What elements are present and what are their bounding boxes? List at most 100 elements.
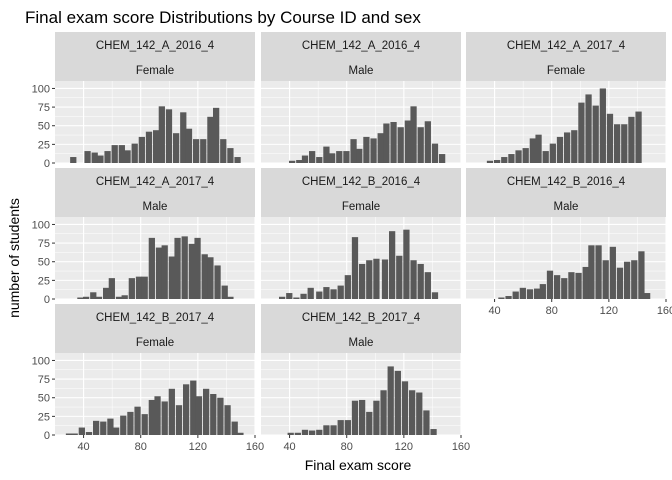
histogram-bar: CHEM_142_A_2016_4 Female: 43 → 16	[84, 151, 91, 163]
histogram-bar: CHEM_142_B_2016_4 Male: 65 → 13	[526, 289, 534, 299]
facet-course-label: CHEM_142_A_2017_4	[96, 176, 215, 188]
histogram-bar: CHEM_142_A_2016_4 Male: 123 → 57	[404, 120, 411, 163]
facet-strip	[261, 168, 461, 217]
histogram-bar: CHEM_142_A_2017_4 Female: 91 → 41	[564, 132, 571, 163]
facet-sex-label: Male	[349, 337, 374, 349]
y-tick-label: 100	[32, 355, 50, 367]
histogram-bar: CHEM_142_B_2016_4 Female: 137 → 36	[424, 272, 431, 299]
histogram-bar: CHEM_142_B_2017_4 Female: 63 → 10	[113, 427, 120, 435]
facet-strip	[261, 32, 461, 81]
facet-course-label: CHEM_142_A_2016_4	[96, 40, 215, 52]
histogram-bar: CHEM_142_A_2016_4 Female: 114 → 46	[185, 128, 193, 163]
histogram-bar: CHEM_142_B_2016_4 Female: 132 → 47	[417, 263, 424, 299]
histogram-bar: CHEM_142_B_2017_4 Female: 136 → 50	[217, 397, 224, 435]
facet-strip	[466, 168, 666, 217]
facet-panel: CHEM_142_B_2016_4 Female CHEM_142_B_2016_4…	[261, 168, 462, 300]
histogram-bar: CHEM_142_B_2017_4 Male: 86 → 46	[351, 400, 359, 435]
facet-course-label: CHEM_142_B_2017_4	[302, 312, 421, 324]
histogram-bar: CHEM_142_B_2017_4 Male: 51 → 7	[301, 429, 309, 435]
x-tick-label: 40	[77, 441, 89, 453]
facet-course-label: CHEM_142_B_2016_4	[302, 176, 421, 188]
histogram-bar: CHEM_142_B_2016_4 Female: 112 → 91	[389, 231, 396, 299]
histogram-bar: CHEM_142_B_2017_4 Female: 34 → 2	[71, 433, 78, 435]
y-tick-label: 0	[44, 294, 50, 306]
histogram-bar: CHEM_142_A_2017_4 Male: 83 → 30	[141, 276, 148, 299]
histogram-bar: CHEM_142_A_2016_4 Female: 91 → 44	[153, 130, 160, 163]
facet-panel: CHEM_142_A_2016_4 Male CHEM_142_A_2016_4 M…	[261, 32, 462, 164]
histogram-bar: CHEM_142_A_2016_4 Female: 76 → 26	[131, 143, 138, 163]
histogram-bar: CHEM_142_B_2016_4 Male: 84 → 32	[554, 275, 561, 299]
histogram-bar: CHEM_142_B_2016_4 Female: 117 → 58	[396, 255, 403, 299]
histogram-bar: CHEM_142_B_2016_4 Male: 60 → 15	[519, 287, 526, 299]
y-tick-label: 100	[32, 219, 50, 231]
histogram-bar: CHEM_142_B_2017_4 Male: 66 → 13	[323, 425, 330, 435]
histogram-bar: CHEM_142_A_2016_4 Male: 89 → 19	[356, 148, 363, 163]
histogram-bar: CHEM_142_B_2016_4 Female: 61 → 10	[316, 291, 323, 299]
facet-strip	[55, 168, 255, 217]
histogram-bar: CHEM_142_B_2017_4 Female: 150 → 3	[237, 432, 244, 435]
histogram-bar: CHEM_142_B_2017_4 Female: 92 → 52	[154, 396, 161, 435]
histogram-bar: CHEM_142_A_2017_4 Female: 121 → 66	[606, 113, 614, 163]
histogram-bar: CHEM_142_A_2017_4 Male: 129 → 56	[207, 257, 214, 299]
histogram-bar: CHEM_142_B_2016_4 Female: 86 → 83	[351, 237, 359, 299]
histogram-bar: CHEM_142_A_2017_4 Male: 65 → 3	[115, 296, 123, 299]
histogram-bar: CHEM_142_B_2017_4 Female: 121 → 52	[195, 396, 203, 435]
histogram-bar: CHEM_142_B_2017_4 Female: 73 → 31	[127, 411, 134, 435]
histogram-bar: CHEM_142_B_2016_4 Female: 101 → 54	[373, 258, 380, 299]
x-axis-title: Final exam score	[305, 457, 412, 473]
facet-sex-label: Female	[136, 65, 174, 77]
histogram-bar: CHEM_142_A_2017_4 Male: 42 → 3	[83, 296, 90, 299]
histogram-bar: CHEM_142_A_2017_4 Male: 102 → 57	[168, 256, 175, 299]
facet-sex-label: Male	[143, 201, 168, 213]
histogram-bar: CHEM_142_A_2017_4 Female: 57 → 17	[515, 150, 522, 163]
histogram-bar: CHEM_142_A_2016_4 Female: 148 → 8	[234, 157, 241, 163]
histogram-bar: CHEM_142_A_2017_4 Male: 111 → 84	[181, 236, 188, 299]
histogram-bar: CHEM_142_B_2016_4 Female: 142 → 9	[431, 292, 439, 299]
histogram-bar: CHEM_142_B_2017_4 Female: 141 → 40	[224, 405, 231, 435]
histogram-bar: CHEM_142_A_2016_4 Male: 80 → 16	[343, 151, 350, 163]
histogram-bar: CHEM_142_B_2016_4 Male: 99 → 35	[575, 272, 582, 299]
histogram-bar: CHEM_142_B_2016_4 Male: 147 → 8	[644, 293, 651, 299]
histogram-bar: CHEM_142_B_2017_4 Male: 41 → 3	[287, 432, 294, 435]
facet-sex-label: Female	[136, 337, 174, 349]
facet-strip	[55, 32, 255, 81]
histogram-bar: CHEM_142_A_2017_4 Male: 88 → 82	[148, 237, 155, 299]
histogram-bar: CHEM_142_A_2016_4 Male: 61 → 8	[316, 157, 323, 163]
histogram-bar: CHEM_142_A_2016_4 Male: 51 → 10	[301, 155, 309, 163]
facet-panel: CHEM_142_B_2017_4 Female CHEM_142_B_2017_4…	[55, 304, 256, 436]
histogram-bar: CHEM_142_B_2017_4 Male: 101 → 46	[373, 400, 380, 435]
histogram-bar: CHEM_142_A_2016_4 Male: 137 → 56	[424, 121, 431, 163]
histogram-bar: CHEM_142_B_2017_4 Female: 97 → 45	[161, 401, 168, 435]
histogram-bar: CHEM_142_B_2017_4 Female: 59 → 22	[107, 418, 114, 435]
histogram-bar: CHEM_142_B_2017_4 Female: 68 → 26	[120, 415, 127, 435]
facet-panel: CHEM_142_B_2016_4 Male CHEM_142_B_2016_4 M…	[466, 168, 667, 300]
histogram-bar: CHEM_142_A_2017_4 Female: 71 → 38	[535, 134, 542, 163]
histogram-bar: CHEM_142_B_2017_4 Male: 136 → 33	[423, 410, 430, 435]
facet-panel: CHEM_142_A_2017_4 Female CHEM_142_A_2017_4…	[466, 32, 667, 164]
histogram-bar: CHEM_142_B_2017_4 Male: 116 → 86	[394, 370, 401, 435]
histogram-bar: CHEM_142_A_2016_4 Female: 33 → 8	[70, 157, 77, 163]
histogram-bar: CHEM_142_B_2016_4 Male: 94 → 36	[568, 272, 575, 299]
x-tick-label: 80	[135, 441, 147, 453]
histogram-bar: CHEM_142_A_2017_4 Female: 126 → 52	[614, 124, 621, 163]
y-tick-label: 25	[38, 139, 50, 151]
histogram-bar: CHEM_142_B_2016_4 Male: 74 → 20	[539, 284, 546, 299]
histogram-bar: CHEM_142_B_2016_4 Male: 89 → 28	[561, 278, 568, 299]
histogram-bar: CHEM_142_B_2017_4 Female: 112 → 68	[183, 384, 190, 435]
histogram-bar: CHEM_142_A_2017_4 Female: 62 → 20	[522, 148, 529, 163]
histogram-bar: CHEM_142_B_2017_4 Male: 91 → 47	[359, 399, 366, 435]
histogram-bar: CHEM_142_A_2016_4 Female: 62 → 24	[111, 145, 118, 163]
histogram-bar: CHEM_142_B_2016_4 Female: 55 → 15	[307, 287, 314, 299]
histogram-bar: CHEM_142_A_2016_4 Male: 85 → 32	[350, 139, 357, 163]
histogram-bar: CHEM_142_A_2016_4 Female: 48 → 14	[91, 152, 98, 163]
histogram-bar: CHEM_142_A_2017_4 Male: 106 → 82	[174, 237, 181, 299]
y-tick-label: 25	[38, 411, 50, 423]
histogram-bar: CHEM_142_B_2016_4 Female: 122 → 93	[403, 229, 410, 299]
histogram-bar: CHEM_142_A_2016_4 Male: 113 → 55	[390, 122, 397, 163]
histogram-bar: CHEM_142_A_2016_4 Male: 118 → 48	[397, 127, 404, 163]
histogram-bar: CHEM_142_B_2017_4 Male: 111 → 92	[387, 366, 394, 435]
histogram-bar: CHEM_142_B_2017_4 Female: 83 → 28	[141, 414, 148, 435]
histogram-bar: CHEM_142_B_2017_4 Female: 88 → 47	[148, 399, 155, 435]
histogram-bar: CHEM_142_B_2016_4 Male: 118 → 52	[602, 260, 609, 299]
